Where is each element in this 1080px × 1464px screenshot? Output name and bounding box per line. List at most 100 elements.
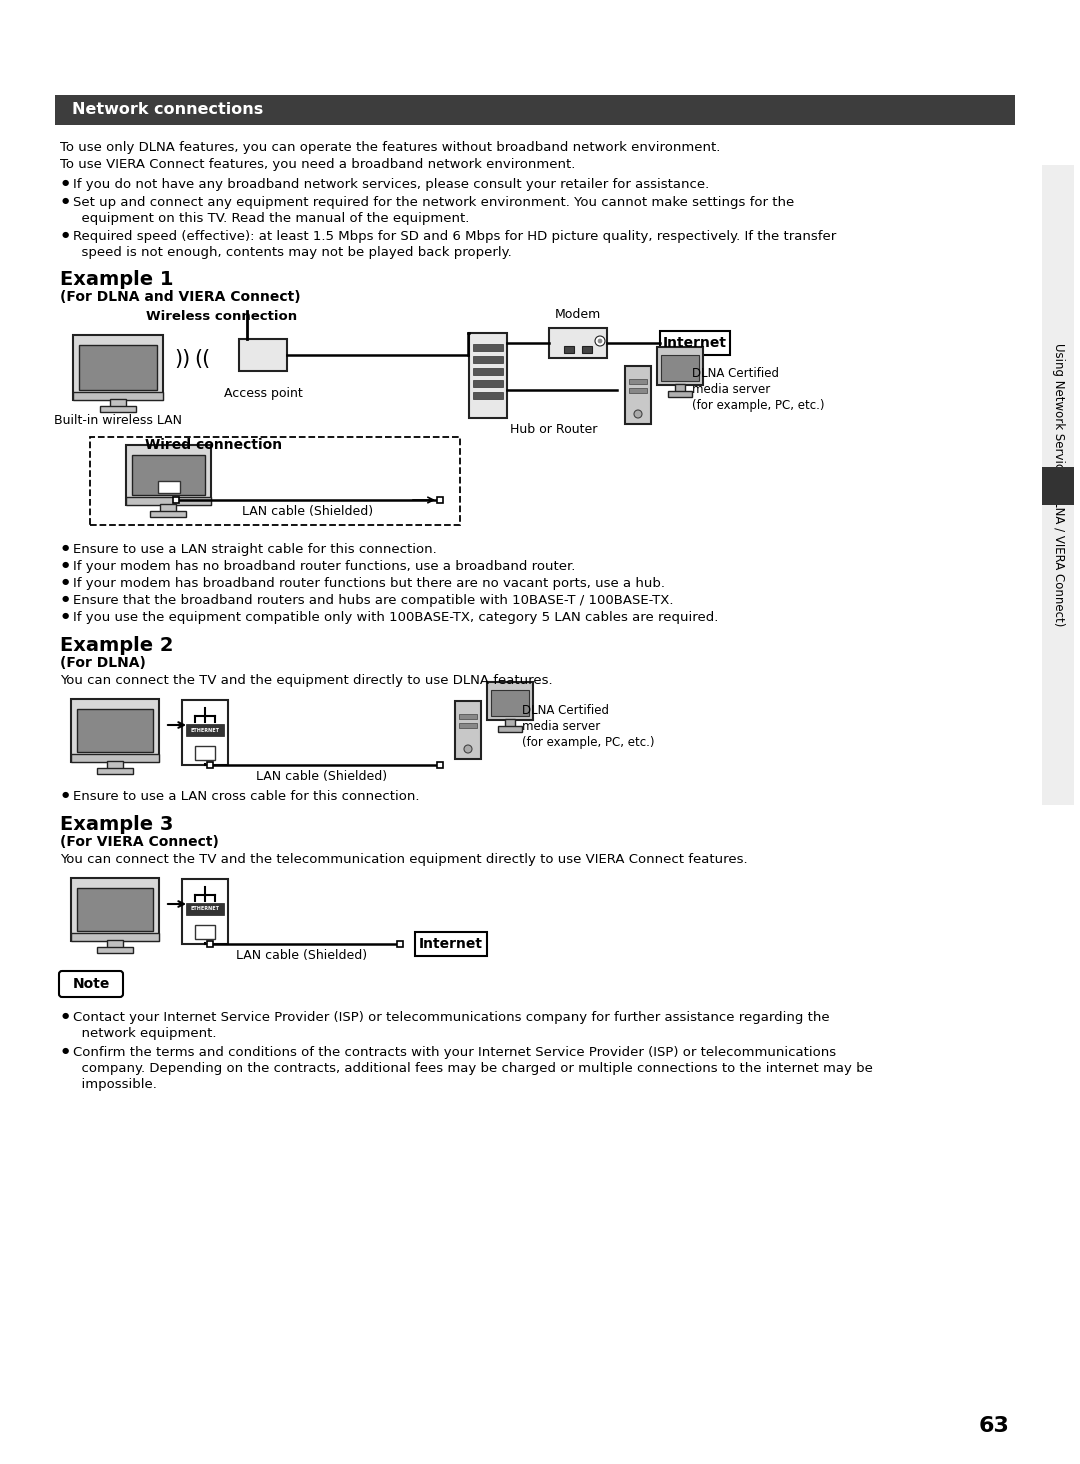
Bar xyxy=(459,723,477,728)
Text: Example 1: Example 1 xyxy=(60,269,174,288)
Text: ●: ● xyxy=(62,179,69,187)
Bar xyxy=(625,366,651,425)
Bar xyxy=(160,504,176,512)
Bar xyxy=(77,887,153,931)
Circle shape xyxy=(464,745,472,752)
Text: equipment on this TV. Read the manual of the equipment.: equipment on this TV. Read the manual of… xyxy=(73,212,470,225)
Text: Ensure to use a LAN straight cable for this connection.: Ensure to use a LAN straight cable for t… xyxy=(73,543,436,556)
Text: You can connect the TV and the equipment directly to use DLNA features.: You can connect the TV and the equipment… xyxy=(60,673,553,687)
Bar xyxy=(661,354,699,381)
Text: If your modem has broadband router functions but there are no vacant ports, use : If your modem has broadband router funct… xyxy=(73,577,665,590)
Text: Contact your Internet Service Provider (ISP) or telecommunications company for f: Contact your Internet Service Provider (… xyxy=(73,1012,829,1023)
Bar xyxy=(186,903,224,915)
Bar xyxy=(107,940,123,947)
Text: You can connect the TV and the telecommunication equipment directly to use VIERA: You can connect the TV and the telecommu… xyxy=(60,854,747,867)
Bar xyxy=(505,719,515,728)
Text: Internet: Internet xyxy=(419,937,483,952)
Bar xyxy=(73,334,163,400)
Text: LAN cable (Shielded): LAN cable (Shielded) xyxy=(242,505,374,518)
Bar xyxy=(97,767,133,773)
Bar xyxy=(629,388,647,392)
Bar xyxy=(657,347,703,385)
Bar xyxy=(397,941,403,947)
Circle shape xyxy=(598,340,602,343)
Bar xyxy=(629,379,647,384)
Text: Internet: Internet xyxy=(663,337,727,350)
Bar xyxy=(207,761,213,769)
Bar xyxy=(437,761,443,769)
Text: Wired connection: Wired connection xyxy=(145,438,282,452)
Bar xyxy=(97,947,133,953)
Bar xyxy=(173,496,179,504)
Text: Modem: Modem xyxy=(555,307,602,321)
Text: )): )) xyxy=(174,348,190,369)
Text: ●: ● xyxy=(62,1012,69,1020)
Text: company. Depending on the contracts, additional fees may be charged or multiple : company. Depending on the contracts, add… xyxy=(73,1061,873,1075)
Text: If your modem has no broadband router functions, use a broadband router.: If your modem has no broadband router fu… xyxy=(73,561,576,572)
Text: ●: ● xyxy=(62,594,69,603)
Text: Using Network Services (DLNA / VIERA Connect): Using Network Services (DLNA / VIERA Con… xyxy=(1052,344,1065,627)
Text: Example 3: Example 3 xyxy=(60,815,174,834)
Bar xyxy=(491,690,529,716)
Text: Required speed (effective): at least 1.5 Mbps for SD and 6 Mbps for HD picture q: Required speed (effective): at least 1.5… xyxy=(73,230,836,243)
Bar xyxy=(549,328,607,359)
Text: ETHERNET: ETHERNET xyxy=(190,728,219,732)
Bar xyxy=(582,346,592,353)
Bar xyxy=(487,682,534,720)
Bar xyxy=(183,878,228,943)
Bar xyxy=(183,700,228,764)
Text: Network connections: Network connections xyxy=(72,102,264,117)
Bar xyxy=(455,701,481,758)
Text: Hub or Router: Hub or Router xyxy=(510,423,597,436)
Text: network equipment.: network equipment. xyxy=(73,1028,216,1039)
Bar xyxy=(415,933,487,956)
Bar xyxy=(473,391,503,398)
Bar xyxy=(660,331,730,354)
Bar xyxy=(107,760,123,769)
Bar xyxy=(71,754,159,761)
Bar xyxy=(1042,467,1074,505)
Text: ETHERNET: ETHERNET xyxy=(190,906,219,912)
Text: Built-in wireless LAN: Built-in wireless LAN xyxy=(54,414,183,427)
Text: ●: ● xyxy=(62,196,69,205)
Text: ●: ● xyxy=(62,543,69,552)
Text: If you use the equipment compatible only with 100BASE-TX, category 5 LAN cables : If you use the equipment compatible only… xyxy=(73,610,718,624)
Bar xyxy=(55,95,1015,124)
Bar xyxy=(437,496,443,504)
Bar xyxy=(498,726,522,732)
Text: Note: Note xyxy=(72,976,110,991)
Bar xyxy=(125,445,211,505)
Text: Set up and connect any equipment required for the network environment. You canno: Set up and connect any equipment require… xyxy=(73,196,794,209)
Bar xyxy=(71,698,159,761)
Circle shape xyxy=(634,410,642,419)
Bar xyxy=(150,511,186,517)
Text: LAN cable (Shielded): LAN cable (Shielded) xyxy=(237,949,367,962)
Bar xyxy=(195,745,215,760)
Text: (For VIERA Connect): (For VIERA Connect) xyxy=(60,834,219,849)
Text: ●: ● xyxy=(62,561,69,569)
Text: To use only DLNA features, you can operate the features without broadband networ: To use only DLNA features, you can opera… xyxy=(60,141,720,154)
Text: DLNA Certified
media server
(for example, PC, etc.): DLNA Certified media server (for example… xyxy=(692,367,824,411)
Text: Ensure that the broadband routers and hubs are compatible with 10BASE-T / 100BAS: Ensure that the broadband routers and hu… xyxy=(73,594,674,608)
Text: If you do not have any broadband network services, please consult your retailer : If you do not have any broadband network… xyxy=(73,179,710,190)
Bar xyxy=(132,455,204,495)
Text: ●: ● xyxy=(62,791,69,799)
Bar xyxy=(1042,165,1074,805)
Bar xyxy=(473,367,503,375)
Text: DLNA Certified
media server
(for example, PC, etc.): DLNA Certified media server (for example… xyxy=(522,704,654,750)
Bar xyxy=(239,340,287,370)
Text: Wireless connection: Wireless connection xyxy=(147,310,298,324)
Bar xyxy=(71,933,159,940)
Text: Ensure to use a LAN cross cable for this connection.: Ensure to use a LAN cross cable for this… xyxy=(73,791,419,802)
Circle shape xyxy=(595,337,605,346)
Bar xyxy=(473,379,503,386)
Bar xyxy=(473,344,503,350)
Bar xyxy=(90,436,460,526)
Bar xyxy=(186,725,224,736)
Bar xyxy=(675,384,685,392)
Text: (For DLNA): (For DLNA) xyxy=(60,656,146,671)
Text: ●: ● xyxy=(62,577,69,586)
Text: LAN cable (Shielded): LAN cable (Shielded) xyxy=(256,770,388,783)
Text: Access point: Access point xyxy=(224,386,302,400)
Bar xyxy=(110,398,126,407)
